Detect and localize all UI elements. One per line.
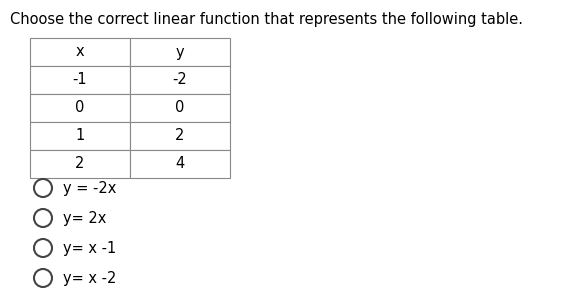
Text: y = -2x: y = -2x	[63, 180, 117, 195]
Text: -1: -1	[72, 72, 87, 88]
Text: 0: 0	[75, 101, 85, 115]
Text: Choose the correct linear function that represents the following table.: Choose the correct linear function that …	[10, 12, 523, 27]
Text: y= x -2: y= x -2	[63, 271, 117, 285]
Bar	[130, 66, 230, 94]
Bar	[30, 94, 130, 122]
Text: -2: -2	[173, 72, 187, 88]
Text: 0: 0	[175, 101, 185, 115]
Text: 4: 4	[175, 157, 185, 171]
Bar	[30, 122, 130, 150]
Bar	[130, 38, 230, 66]
Text: y: y	[175, 44, 185, 59]
Bar	[30, 150, 130, 178]
Text: x: x	[76, 44, 84, 59]
Bar	[130, 94, 230, 122]
Bar	[30, 38, 130, 66]
Text: 2: 2	[175, 128, 185, 144]
Text: 2: 2	[75, 157, 85, 171]
Text: y= x -1: y= x -1	[63, 240, 116, 255]
Bar	[130, 122, 230, 150]
Bar	[30, 66, 130, 94]
Text: 1: 1	[75, 128, 85, 144]
Text: y= 2x: y= 2x	[63, 211, 106, 226]
Bar	[130, 150, 230, 178]
